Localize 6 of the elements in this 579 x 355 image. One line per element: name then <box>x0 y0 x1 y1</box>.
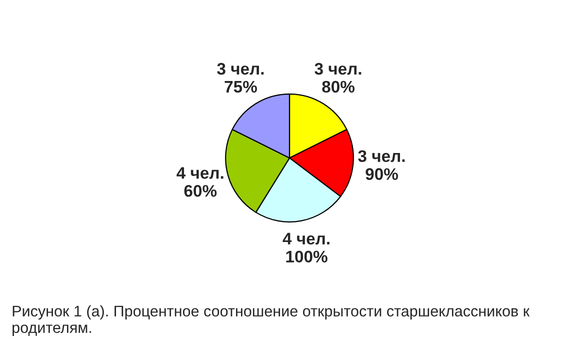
data-label: 3 чел. 90% <box>358 150 405 180</box>
data-label: 4 чел. 60% <box>176 167 224 197</box>
data-label: 3 чел. 80% <box>314 62 362 93</box>
data-label: 4 чел. 100% <box>282 232 330 262</box>
data-label: 3 чел. 75% <box>217 62 264 93</box>
text: Рисунок 1 (а). Процентное соотношение открытости старшеклассников к родителям. <box>12 305 530 336</box>
